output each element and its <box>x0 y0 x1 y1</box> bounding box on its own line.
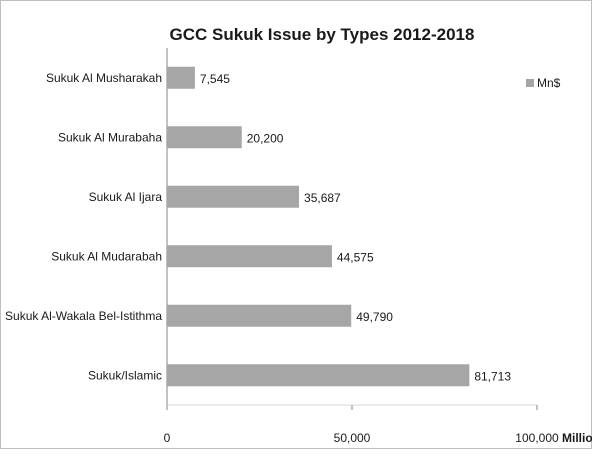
x-axis-unit-label: Million <box>562 431 592 445</box>
x-tick-label: 50,000 <box>334 431 371 445</box>
bar <box>167 185 300 208</box>
x-tick-label: 100,000 <box>515 431 559 445</box>
legend: Mn$ <box>526 76 561 90</box>
data-label: 49,790 <box>356 310 393 324</box>
x-tick-label: 0 <box>164 431 171 445</box>
category-label: Sukuk/Islamic <box>88 368 162 382</box>
category-label: Sukuk Al Murabaha <box>58 130 162 144</box>
category-label: Sukuk Al Musharakah <box>46 71 162 85</box>
data-label: 20,200 <box>247 131 284 145</box>
chart-title: GCC Sukuk Issue by Types 2012-2018 <box>170 25 475 44</box>
data-label: 7,545 <box>200 72 230 86</box>
bars-group: Sukuk Al Musharakah 7,545 Sukuk Al Murabah… <box>5 66 511 387</box>
category-label: Sukuk Al Ijara <box>89 190 163 204</box>
x-axis-ticks: 0 50,000 100,000 <box>164 405 559 445</box>
bar <box>167 66 195 89</box>
bar <box>167 304 352 327</box>
category-label: Sukuk Al-Wakala Bel-Istithma <box>5 309 162 323</box>
legend-swatch <box>526 79 534 87</box>
bar <box>167 126 242 149</box>
legend-label: Mn$ <box>537 76 561 90</box>
bar <box>167 364 470 387</box>
bar <box>167 245 332 268</box>
data-label: 35,687 <box>304 191 341 205</box>
data-label: 81,713 <box>474 369 511 383</box>
category-label: Sukuk Al Mudarabah <box>51 249 162 263</box>
data-label: 44,575 <box>337 250 374 264</box>
